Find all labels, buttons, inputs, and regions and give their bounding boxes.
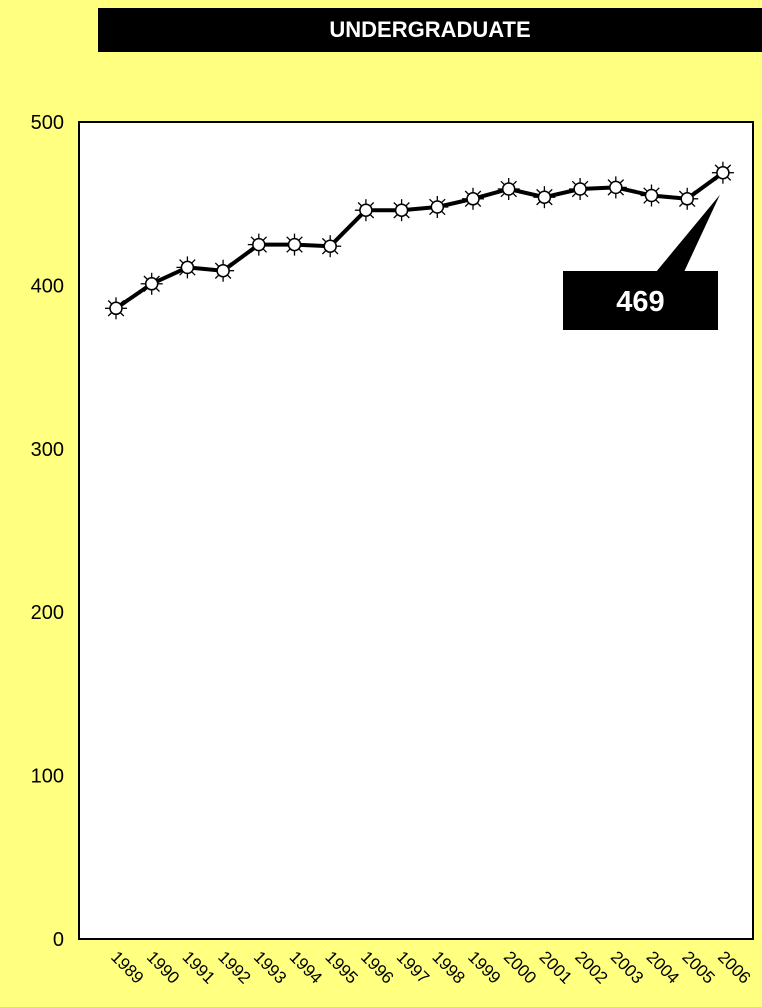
data-point (176, 256, 199, 279)
y-tick-label: 100 (31, 766, 64, 788)
x-tick-label: 2005 (678, 947, 718, 987)
data-point (283, 233, 306, 256)
x-tick-label: 1993 (250, 947, 290, 987)
x-tick-label: 1994 (286, 947, 326, 987)
y-tick-label: 300 (31, 439, 64, 461)
callout-box (563, 271, 718, 330)
x-tick-label: 1997 (393, 947, 433, 987)
data-point (569, 178, 592, 200)
data-point (247, 233, 270, 256)
x-tick-label: 1996 (357, 947, 397, 987)
y-tick-label: 400 (31, 275, 64, 297)
data-point (354, 199, 377, 222)
data-point (426, 196, 449, 218)
x-tick-label: 1989 (107, 947, 147, 987)
y-tick-label: 0 (53, 929, 64, 951)
data-point (390, 199, 413, 222)
x-tick-label: 2004 (643, 947, 683, 987)
data-point (497, 178, 520, 200)
x-axis-ticks: 1989199019911992199319941995199619971998… (107, 947, 754, 987)
chart-title: UNDERGRADUATE (98, 8, 762, 52)
data-point (604, 176, 627, 199)
x-tick-label: 1998 (428, 947, 468, 987)
value-callout: 469 (563, 194, 720, 330)
callout-label: 469 (616, 286, 664, 318)
data-point (140, 272, 163, 295)
data-point (462, 187, 484, 210)
data-point (676, 187, 699, 210)
data-point (319, 235, 342, 258)
x-tick-label: 2006 (714, 947, 754, 987)
y-tick-label: 200 (31, 602, 64, 624)
callout-pointer (656, 194, 720, 272)
y-tick-label: 500 (31, 112, 64, 134)
x-tick-label: 2002 (571, 947, 611, 987)
x-tick-label: 1990 (143, 947, 183, 987)
x-tick-label: 1991 (179, 947, 219, 987)
data-point (711, 161, 734, 184)
x-tick-label: 1999 (464, 947, 504, 987)
x-tick-label: 2003 (607, 947, 647, 987)
data-point (640, 184, 663, 207)
data-point (212, 259, 235, 282)
data-point (533, 186, 556, 209)
plot-area (78, 121, 754, 940)
y-axis-ticks: 0 100 200 300 400 500 (31, 112, 64, 951)
x-tick-label: 2001 (536, 947, 576, 987)
x-tick-label: 2000 (500, 947, 540, 987)
x-tick-label: 1995 (321, 947, 361, 987)
data-markers (105, 161, 734, 320)
data-point (105, 297, 127, 320)
x-tick-label: 1992 (214, 947, 254, 987)
